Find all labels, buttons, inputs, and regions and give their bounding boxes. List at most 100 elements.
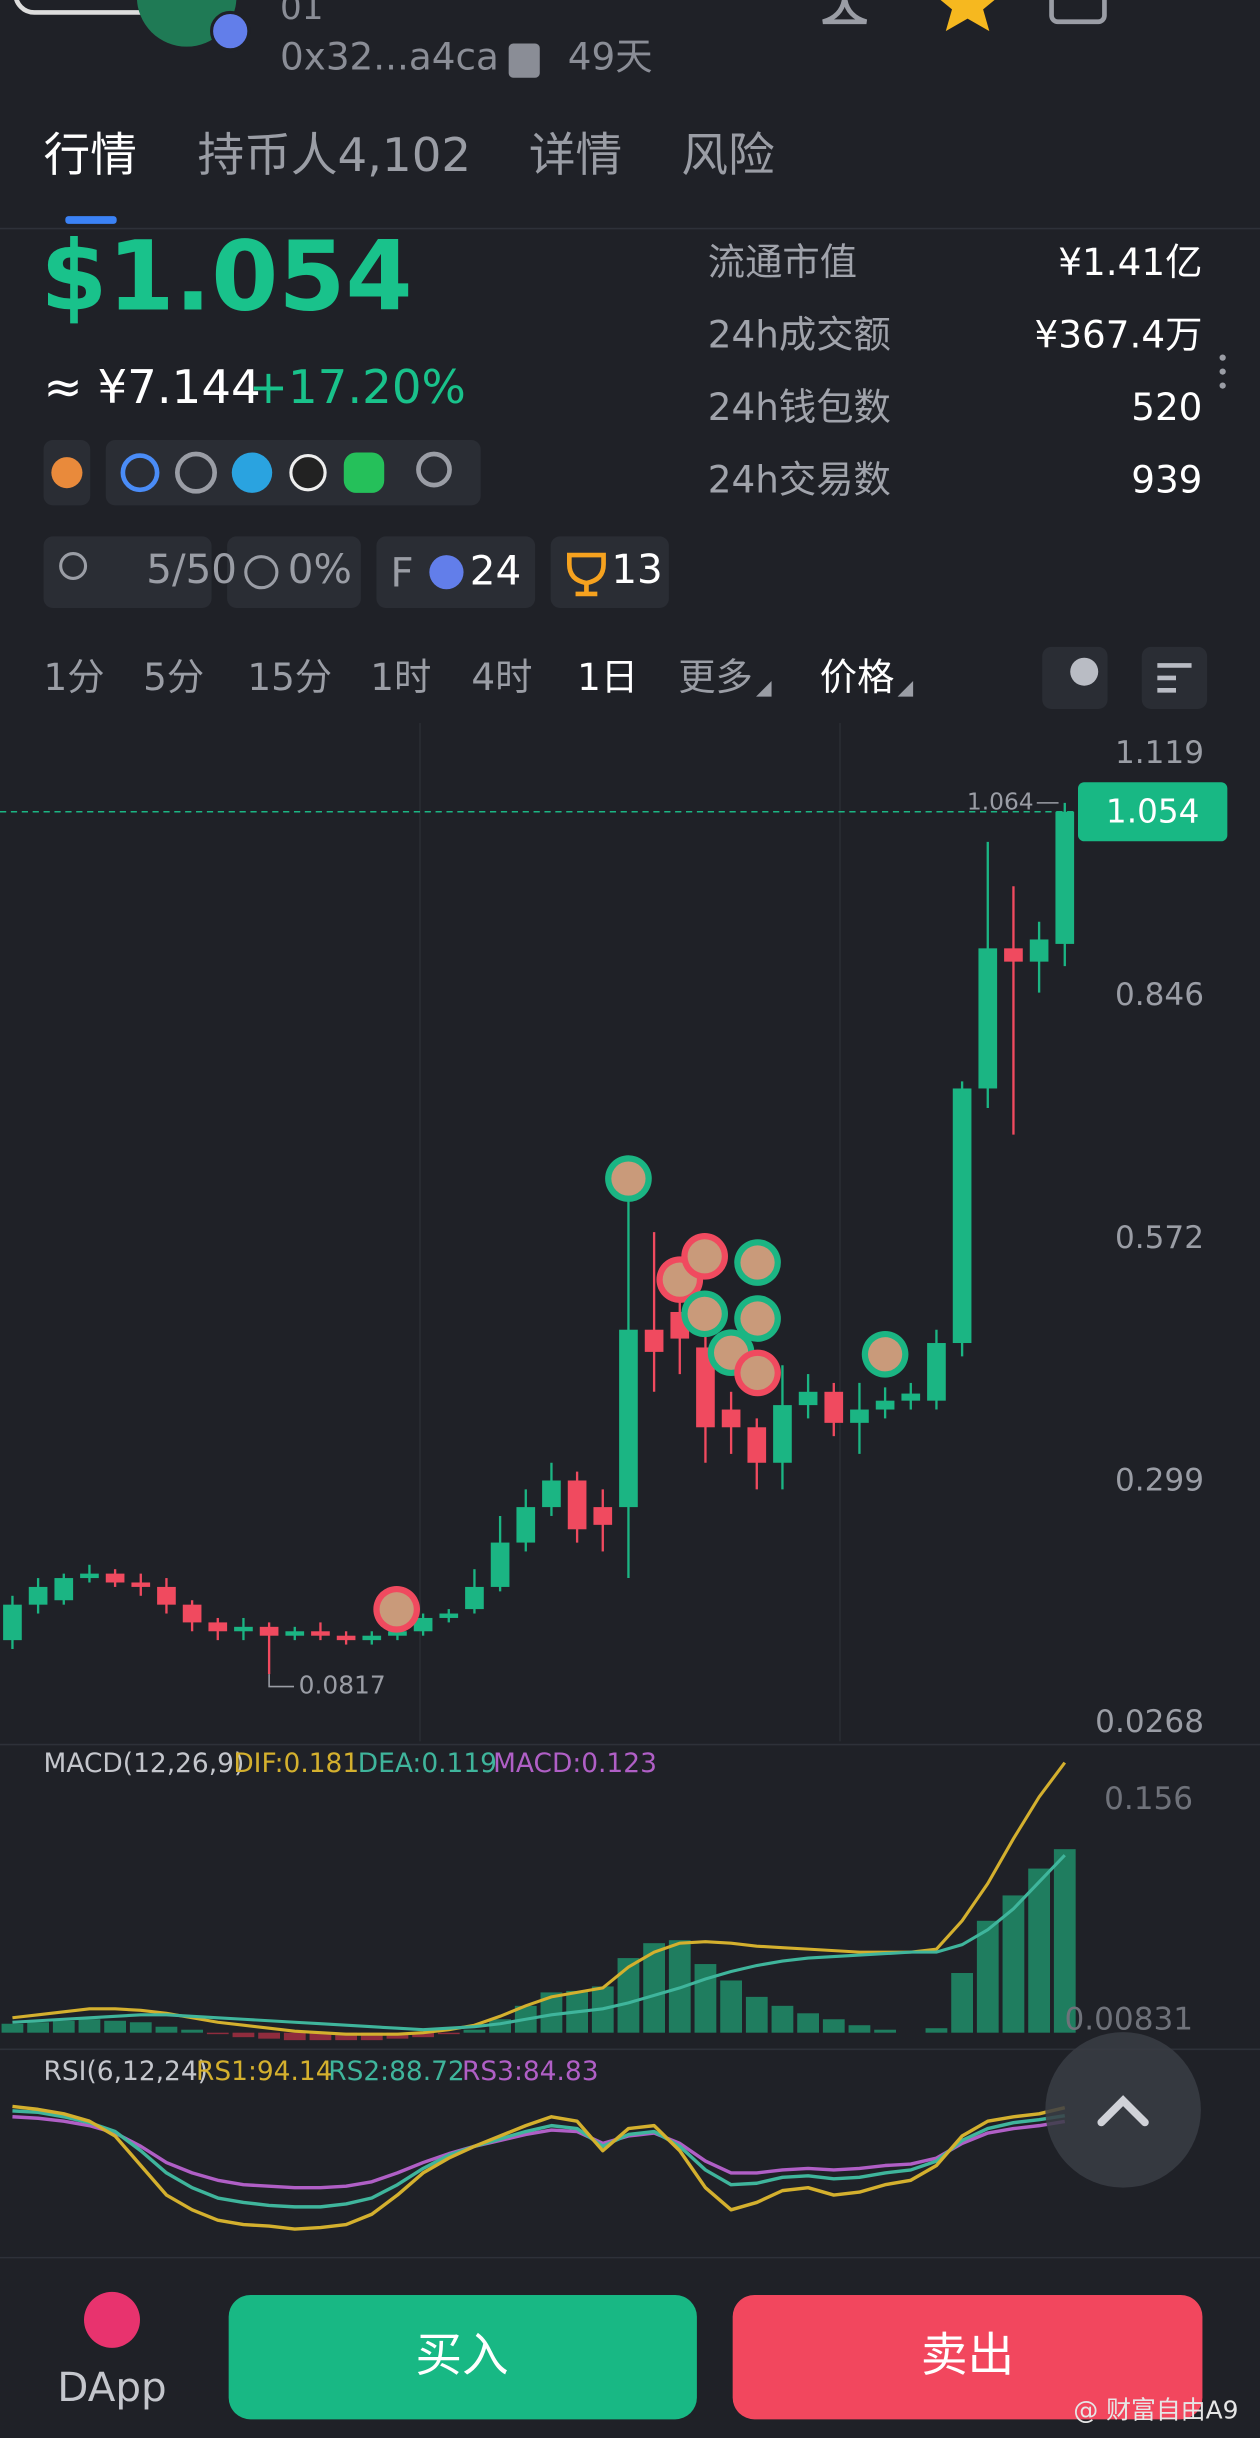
y-tick-label: 0.572 [1115,1220,1204,1256]
eth-icon [429,555,464,590]
candle-body [1029,939,1049,962]
y-tick-label: 0.00831 [1064,2001,1193,2037]
timeframe[interactable]: 1时 [370,655,431,699]
macd-bar [694,1964,717,2033]
candle-body [54,1578,74,1601]
indicator-title: RSI(6,12,24) [44,2056,208,2087]
price-usd: $1.054 [40,220,412,332]
dapp-label[interactable]: DApp [57,2363,166,2411]
chef-icon [244,555,279,590]
price-change: +17.20% [249,361,466,415]
more-dots [1219,368,1226,375]
candle-body [875,1400,895,1410]
macd-bar [1028,1868,1050,2033]
address[interactable]: 0x32...a4ca [280,35,499,79]
copy-icon[interactable] [508,43,540,78]
macd-bar [771,2005,794,2033]
badge-box [43,536,212,608]
candle-body [311,1631,330,1636]
candle-body [208,1622,228,1632]
badge-text: F [390,548,413,596]
candle-body [439,1613,459,1618]
star-icon[interactable] [935,0,1000,32]
scroll-top-button[interactable] [1045,2032,1201,2188]
tab-indicator [65,216,117,224]
macd-bar [78,2019,101,2033]
timeframe[interactable]: 5分 [143,655,204,699]
macd-bar [951,1973,973,2033]
candle-body [798,1391,818,1406]
trade-marker [734,1295,781,1342]
plot: 1.064 0.0817 1.054 [0,782,1228,2231]
candle-body [157,1586,176,1605]
candle-body [644,1329,664,1352]
profile-icon[interactable] [120,453,160,493]
timeframe[interactable]: 1分 [44,655,105,699]
badge-text: 5/50 [146,545,237,593]
dapp-icon[interactable] [84,2291,140,2348]
timeframe[interactable]: 更多 [678,655,753,699]
timeframe[interactable]: 1日 [577,655,638,699]
indicator-title: MACD(12,26,9) [44,1748,245,1779]
stat-label: 24h交易数 [708,458,891,502]
bell-icon[interactable] [822,0,868,25]
stat-label: 24h钱包数 [708,385,891,429]
macd-bar [720,1980,742,2033]
telegram-icon[interactable] [231,452,273,493]
more-dots [1219,382,1226,389]
macd-bar [52,2020,75,2033]
candle-body [978,948,998,1089]
marker-face [740,1301,775,1336]
legend-entry: DEA:0.119 [358,1748,497,1779]
candle-body [773,1405,792,1463]
high-marker: 1.064 [967,788,1034,815]
macd-bar [129,2022,152,2033]
buy-button[interactable] [228,2294,697,2420]
buy-label[interactable]: 买入 [415,2329,508,2383]
wechat-icon[interactable] [343,452,385,493]
candle-body [413,1617,433,1632]
tab[interactable]: 详情 [529,129,622,183]
tab[interactable]: 风险 [681,129,774,183]
macd-bar [232,2032,255,2038]
macd-bar [181,2029,203,2033]
sell-label[interactable]: 卖出 [921,2329,1014,2383]
search-icon[interactable] [416,451,452,488]
trophy-icon [567,552,606,597]
timeframe[interactable]: 4时 [471,655,532,699]
tab[interactable]: 行情 [44,129,137,183]
macd-bar [104,2020,126,2033]
candle-body [567,1480,587,1530]
candle-body [465,1586,484,1610]
candle-body [1055,811,1075,944]
token-name: 01 [280,0,324,28]
macd-bar [27,2022,49,2033]
timeframe[interactable]: 价格 [820,655,895,699]
trade-marker [373,1585,420,1633]
coins-icon[interactable] [51,457,83,489]
macd-line [12,1854,1066,2032]
web-icon[interactable] [175,451,217,494]
candle-body [593,1507,613,1525]
candle-body [824,1391,844,1423]
rsi-line [12,2115,1066,2190]
candle-body [362,1635,382,1641]
tab[interactable]: 持币人4,102 [198,129,472,183]
share-icon[interactable] [1049,0,1107,25]
timeframe[interactable]: 15分 [247,655,332,699]
marker-face [687,1239,722,1274]
macd-bar [283,2032,306,2041]
stat-value: ¥1.41亿 [1058,240,1202,284]
candle-body [285,1631,305,1636]
sell-button[interactable] [732,2294,1203,2420]
stat-value: 939 [1131,458,1202,502]
qq-icon[interactable] [289,454,327,492]
candle-body [336,1635,356,1641]
chain-badge [210,10,251,52]
macd-bar [540,1992,563,2033]
macd-bar [848,2025,871,2033]
back-button[interactable] [14,0,173,15]
macd-bar [335,2032,357,2041]
stat-value: ¥367.4万 [1035,312,1203,356]
